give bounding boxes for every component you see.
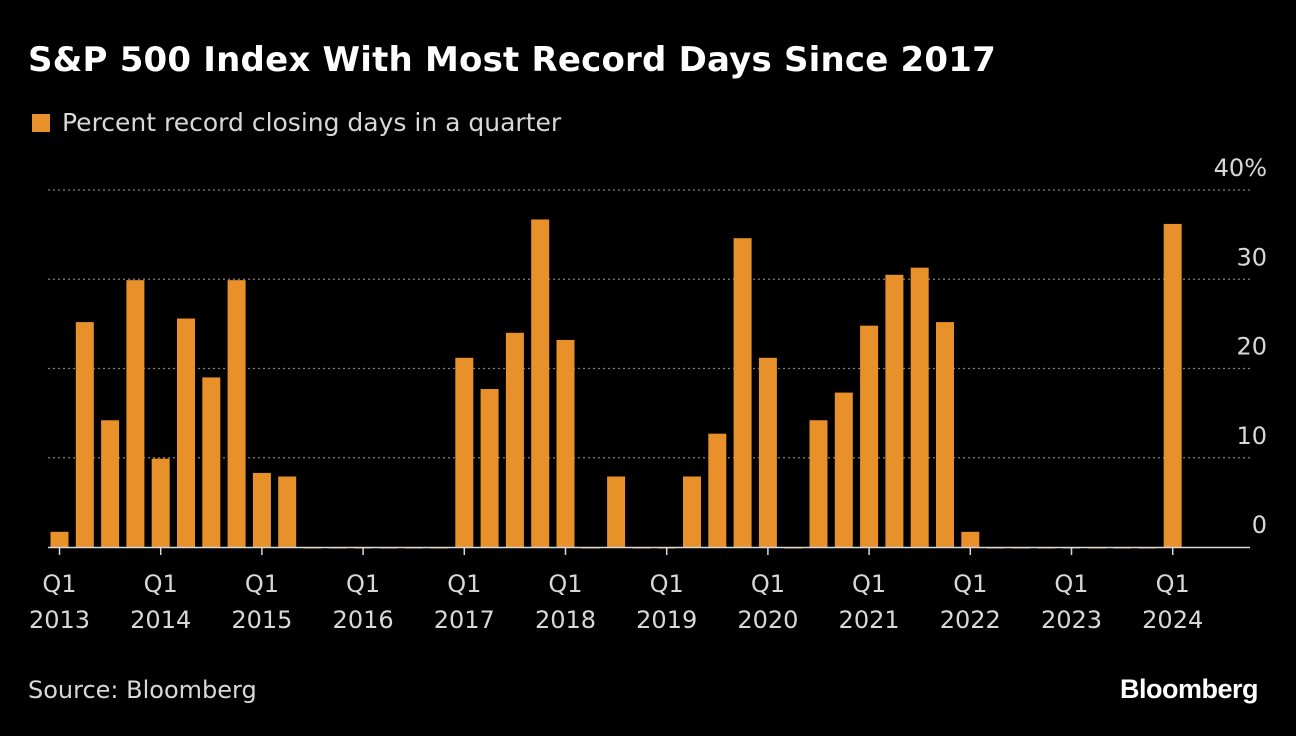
x-tick-label-year: 2023 — [1041, 606, 1102, 634]
x-tick-label-year: 2020 — [737, 606, 798, 634]
bar — [936, 322, 954, 547]
bar — [278, 476, 297, 547]
bar — [556, 339, 575, 547]
bar — [202, 377, 221, 547]
legend: Percent record closing days in a quarter — [32, 108, 561, 137]
x-tick-label-quarter: Q1 — [1054, 570, 1088, 598]
x-tick-label-year: 2024 — [1142, 606, 1203, 634]
bar — [860, 325, 879, 547]
bloomberg-logo: Bloomberg — [1119, 674, 1259, 704]
bar — [961, 531, 980, 547]
bar — [50, 531, 69, 547]
x-axis-labels: Q1 2013 Q1 2014 Q1 2015 Q1 2016 Q1 2017 Q1 2018 Q1 20… — [29, 570, 1203, 634]
bar — [607, 476, 626, 547]
bar — [809, 420, 828, 547]
y-tick-label: 0 — [1252, 511, 1267, 539]
bar — [480, 389, 499, 547]
bar — [227, 280, 246, 547]
bar — [733, 238, 752, 547]
x-tick-label-year: 2022 — [940, 606, 1001, 634]
x-tick-label-year: 2021 — [839, 606, 900, 634]
bar — [708, 433, 727, 547]
bar — [1163, 223, 1182, 548]
x-tick-label-year: 2013 — [29, 606, 90, 634]
bar — [758, 357, 777, 547]
y-tick-label: 30 — [1236, 243, 1267, 271]
bar — [885, 274, 904, 547]
bar — [252, 472, 271, 547]
source-note: Source: Bloomberg — [28, 676, 257, 704]
x-tick-label-quarter: Q1 — [447, 570, 481, 598]
x-tick-label-year: 2014 — [130, 606, 191, 634]
x-tick-label-year: 2018 — [535, 606, 596, 634]
x-tick-label-quarter: Q1 — [953, 570, 987, 598]
y-tick-label: 10 — [1236, 422, 1267, 450]
x-tick-label-year: 2019 — [636, 606, 697, 634]
x-axis-ticks — [58, 547, 1174, 555]
x-tick-label-quarter: Q1 — [1156, 570, 1190, 598]
x-tick-label-quarter: Q1 — [245, 570, 279, 598]
x-tick-label-quarter: Q1 — [751, 570, 785, 598]
x-tick-label-year: 2017 — [434, 606, 495, 634]
x-tick-label-year: 2016 — [333, 606, 394, 634]
gridlines — [48, 189, 1250, 459]
y-axis-labels: 0 10 20 30 40% — [1214, 154, 1267, 539]
bar — [910, 267, 929, 547]
y-tick-label: 40% — [1214, 154, 1267, 182]
bar — [683, 476, 701, 547]
bar — [126, 280, 145, 547]
legend-label: Percent record closing days in a quarter — [62, 108, 562, 137]
bar — [151, 458, 170, 547]
x-tick-label-quarter: Q1 — [548, 570, 582, 598]
x-tick-label-quarter: Q1 — [144, 570, 178, 598]
legend-swatch — [32, 113, 50, 132]
x-tick-label-quarter: Q1 — [42, 570, 76, 598]
bars — [50, 219, 1182, 549]
bar — [75, 322, 94, 547]
y-tick-label: 20 — [1236, 333, 1267, 361]
chart-title: S&P 500 Index With Most Record Days Sinc… — [28, 40, 996, 80]
x-tick-label-quarter: Q1 — [346, 570, 380, 598]
bar — [834, 392, 853, 547]
x-tick-label-quarter: Q1 — [650, 570, 684, 598]
bar — [177, 318, 195, 547]
bar — [531, 219, 550, 547]
bar — [101, 420, 120, 547]
bar — [455, 357, 474, 547]
x-tick-label-quarter: Q1 — [852, 570, 886, 598]
bar — [505, 332, 524, 547]
x-tick-label-year: 2015 — [231, 606, 292, 634]
